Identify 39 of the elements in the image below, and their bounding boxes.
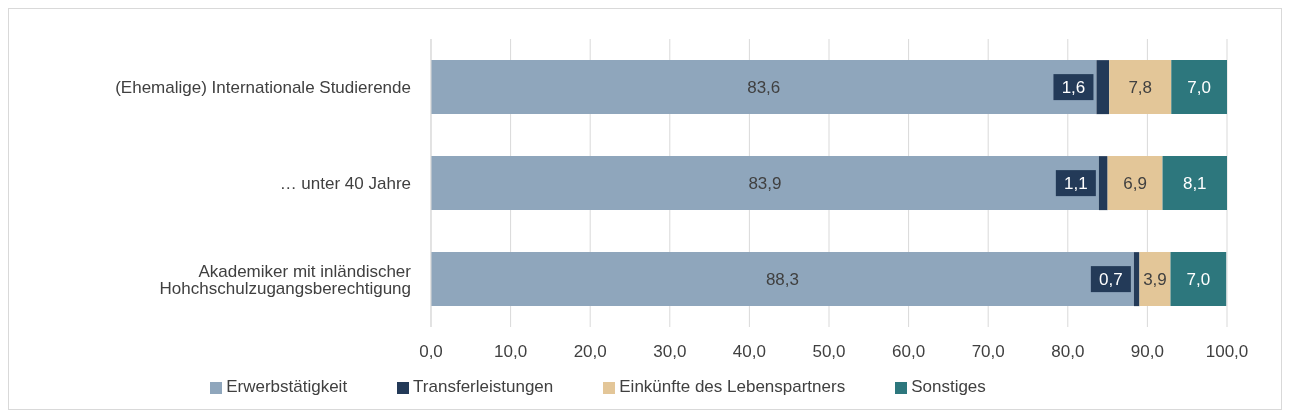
x-tick-label: 0,0 [419,342,443,362]
data-label: 0,7 [1099,269,1123,289]
x-tick-label: 60,0 [892,342,926,362]
legend-label: Sonstiges [911,377,986,396]
bar [1162,156,1227,211]
data-label: 7,0 [1187,78,1211,98]
bar [1139,252,1171,307]
data-label: 7,8 [1128,78,1153,98]
x-tick-label: 30,0 [653,342,687,362]
data-label: 1,6 [1061,77,1086,97]
bar [1171,60,1227,115]
x-tick-label: 20,0 [573,342,607,362]
x-tick-label: 70,0 [971,342,1005,362]
bar [431,156,1099,211]
x-tick-label: 10,0 [494,342,528,362]
legend-label: Transferleistungen [413,377,554,396]
x-tick-label: 40,0 [732,342,766,362]
data-label: 7,0 [1186,270,1211,290]
data-label: 88,3 [765,270,799,290]
y-tick-label: Akademiker mit inländischer Hohchschulzugangsberechtigung [159,261,412,298]
bar [1170,252,1227,307]
x-tick-label: 80,0 [1051,342,1085,362]
bar [1109,60,1172,115]
y-tick-label: (Ehemalige) Internationale Studierende [115,78,411,98]
data-label: 1,1 [1064,173,1088,193]
x-tick-label: 90,0 [1130,342,1164,362]
bar [431,60,1097,115]
y-tick-label: … unter 40 Jahre [279,174,411,194]
data-label: 83,6 [747,78,781,98]
data-label: 3,9 [1143,270,1167,290]
data-label: 83,9 [748,174,782,194]
legend-label: Erwerbstätigkeit [226,377,348,396]
x-tick-label: 100,0 [1205,342,1249,362]
x-tick-label: 50,0 [812,342,846,362]
data-label: 6,9 [1123,174,1147,194]
data-label: 8,1 [1182,174,1207,194]
bar [1107,156,1163,211]
legend-label: Einkünfte des Lebenspartners [619,377,846,396]
bar [431,252,1134,307]
